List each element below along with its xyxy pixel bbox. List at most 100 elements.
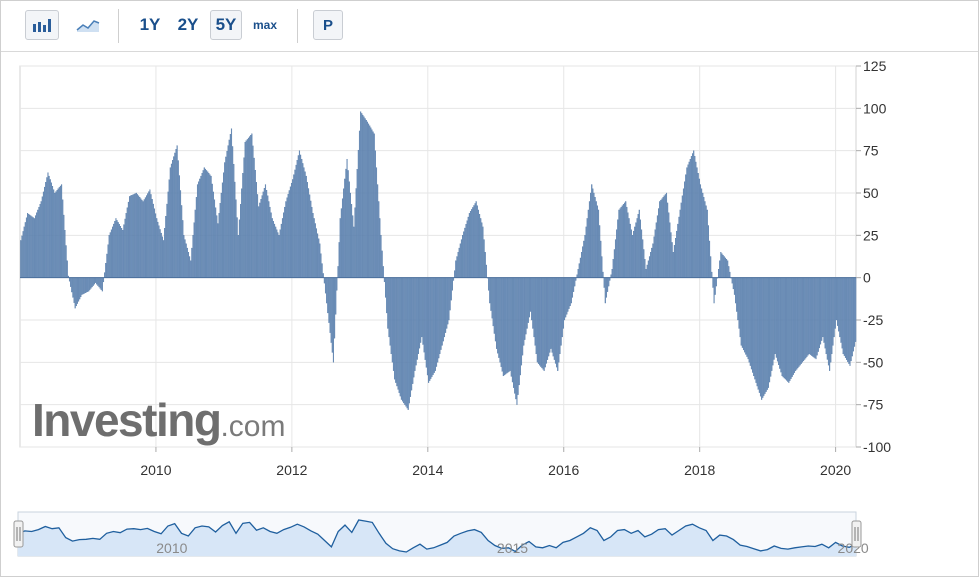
data-bar <box>631 235 634 278</box>
data-bar <box>668 212 670 278</box>
data-bar <box>322 273 324 278</box>
data-bar <box>584 235 586 278</box>
data-bar <box>283 212 285 278</box>
data-bar <box>284 206 286 278</box>
data-bar <box>567 277 569 312</box>
data-bar <box>707 225 709 278</box>
data-bar <box>618 209 620 278</box>
data-bar <box>149 189 151 278</box>
data-bar <box>543 277 545 371</box>
data-bar <box>140 198 142 278</box>
data-bar <box>262 191 264 278</box>
data-bar <box>230 128 233 278</box>
data-bar <box>353 226 355 278</box>
data-bar <box>196 184 199 278</box>
data-bar <box>442 277 444 342</box>
data-bar <box>588 201 591 278</box>
data-bar <box>305 175 307 278</box>
data-bar <box>226 151 228 278</box>
data-bar <box>698 178 700 278</box>
data-bar <box>826 277 828 360</box>
range-max-button[interactable]: max <box>252 18 278 32</box>
data-bar <box>96 277 98 285</box>
data-bar <box>91 277 93 288</box>
data-bar <box>147 193 149 278</box>
data-bar <box>233 164 235 278</box>
data-bar <box>373 133 375 278</box>
data-bar <box>319 243 321 278</box>
data-bar <box>499 277 501 363</box>
data-bar <box>697 173 699 278</box>
data-bar <box>383 277 385 283</box>
p-button[interactable]: P <box>313 10 343 40</box>
data-bar <box>153 208 156 278</box>
data-bar <box>608 277 610 287</box>
data-bar <box>132 194 134 278</box>
data-bar <box>217 223 219 278</box>
data-bar <box>781 277 783 377</box>
data-bar <box>725 259 728 278</box>
data-bar <box>235 199 237 278</box>
data-bar <box>131 195 133 278</box>
data-bar <box>570 277 572 304</box>
data-bar <box>559 277 561 355</box>
data-bar <box>127 201 129 278</box>
data-bar <box>318 238 320 278</box>
data-bar <box>300 154 302 278</box>
data-bar <box>292 179 294 278</box>
range-1y-button[interactable]: 1Y <box>139 15 161 34</box>
data-bar <box>65 245 67 278</box>
navigator-right-handle[interactable] <box>851 520 862 548</box>
data-bar <box>619 208 621 278</box>
data-bar <box>791 277 793 377</box>
data-bar <box>514 277 516 394</box>
data-bar <box>693 150 695 278</box>
data-bar <box>658 208 660 278</box>
data-bar <box>281 218 284 278</box>
data-bar <box>664 194 666 278</box>
data-bar <box>296 160 298 278</box>
data-bar <box>255 182 257 278</box>
data-bar <box>381 250 383 278</box>
data-bar <box>190 260 192 278</box>
data-bar <box>224 162 226 278</box>
data-bar <box>118 224 120 278</box>
data-bar <box>761 277 763 400</box>
data-bar <box>627 212 629 278</box>
data-bar <box>506 277 508 374</box>
range-2y-button[interactable]: 2Y <box>177 15 199 34</box>
data-bar <box>396 277 398 387</box>
data-bar <box>469 211 472 278</box>
data-bar <box>766 277 768 390</box>
bar-chart-button[interactable] <box>25 10 59 40</box>
data-bar <box>62 199 64 278</box>
navigator-left-handle[interactable] <box>13 520 24 548</box>
data-bar <box>620 206 622 278</box>
data-bar <box>849 277 851 366</box>
data-bar <box>502 277 504 377</box>
data-bar <box>660 199 662 278</box>
data-bar <box>780 277 782 373</box>
data-bar <box>221 182 223 278</box>
data-bar <box>166 203 168 278</box>
data-bar <box>40 201 42 278</box>
data-bar <box>450 277 452 301</box>
data-bar <box>162 240 165 278</box>
data-bar <box>526 277 528 329</box>
line-chart-button[interactable] <box>71 10 105 40</box>
data-bar <box>249 136 251 278</box>
data-bar <box>786 277 788 381</box>
data-bar <box>83 277 85 294</box>
data-bar <box>736 277 738 312</box>
data-bar <box>189 256 191 278</box>
data-bar <box>345 168 347 278</box>
data-bar <box>820 277 822 345</box>
data-bar <box>659 201 661 278</box>
navigator-chart[interactable]: 2010 2015 2020 <box>1 506 978 566</box>
data-bar <box>64 230 66 278</box>
range-5y-button[interactable]: 5Y <box>210 10 242 40</box>
data-bar <box>247 137 250 278</box>
data-bar <box>712 277 714 288</box>
data-bar <box>527 277 529 323</box>
data-bar <box>389 277 391 346</box>
